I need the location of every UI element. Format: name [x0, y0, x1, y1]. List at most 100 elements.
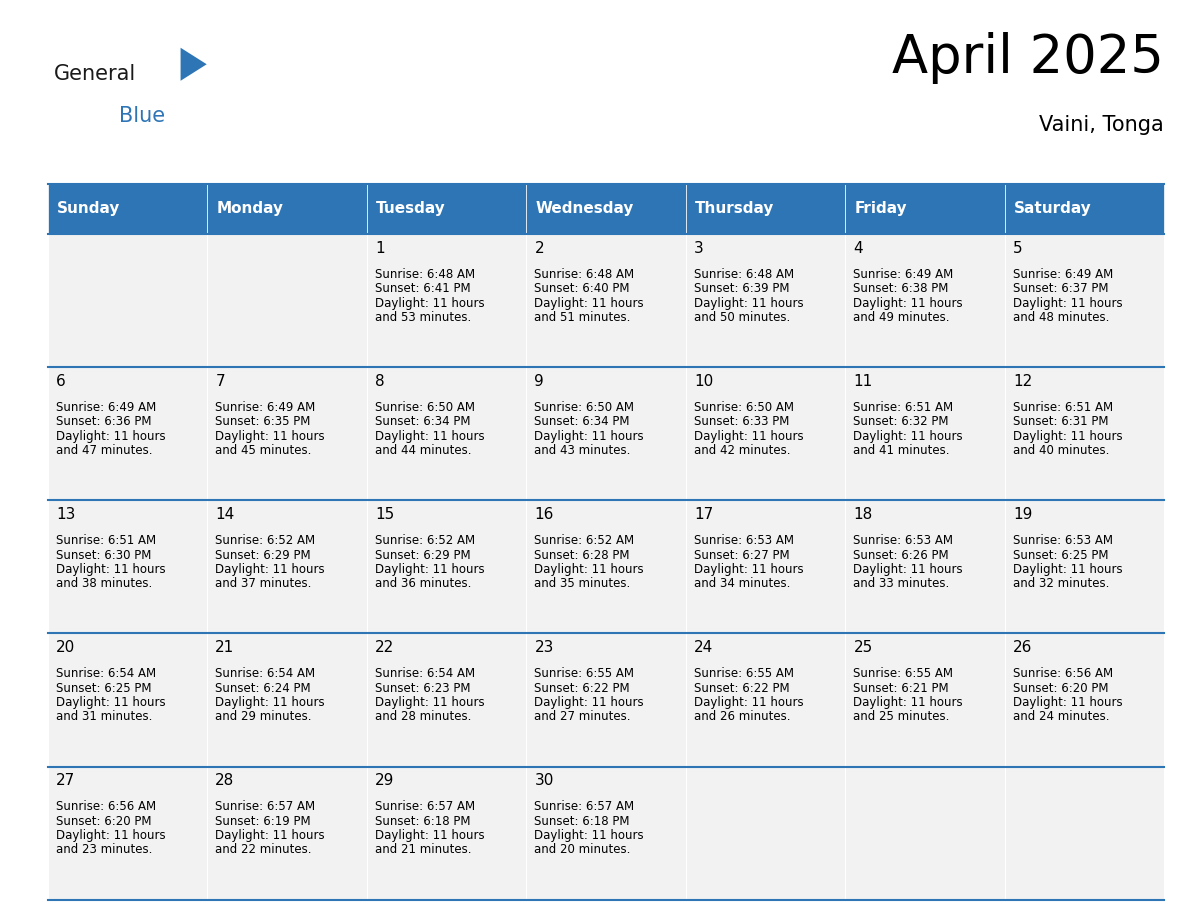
Text: Sunrise: 6:50 AM: Sunrise: 6:50 AM	[375, 401, 475, 414]
Text: Daylight: 11 hours: Daylight: 11 hours	[375, 696, 485, 709]
Text: Sunset: 6:18 PM: Sunset: 6:18 PM	[535, 815, 630, 828]
Text: Daylight: 11 hours: Daylight: 11 hours	[1013, 696, 1123, 709]
Text: Sunrise: 6:52 AM: Sunrise: 6:52 AM	[375, 534, 475, 547]
Text: Daylight: 11 hours: Daylight: 11 hours	[535, 563, 644, 576]
Text: and 42 minutes.: and 42 minutes.	[694, 444, 790, 457]
Text: Sunset: 6:28 PM: Sunset: 6:28 PM	[535, 549, 630, 562]
Text: 10: 10	[694, 374, 713, 388]
Bar	[526, 500, 685, 633]
Text: and 37 minutes.: and 37 minutes.	[215, 577, 311, 590]
Bar	[685, 767, 845, 900]
Bar	[48, 500, 207, 633]
Text: and 33 minutes.: and 33 minutes.	[853, 577, 949, 590]
Text: and 53 minutes.: and 53 minutes.	[375, 310, 472, 324]
Text: Sunrise: 6:53 AM: Sunrise: 6:53 AM	[694, 534, 794, 547]
Text: Daylight: 11 hours: Daylight: 11 hours	[375, 297, 485, 309]
Text: Daylight: 11 hours: Daylight: 11 hours	[535, 829, 644, 842]
Text: Daylight: 11 hours: Daylight: 11 hours	[56, 829, 165, 842]
Text: 18: 18	[853, 507, 873, 521]
Text: Daylight: 11 hours: Daylight: 11 hours	[535, 430, 644, 442]
Text: Sunset: 6:30 PM: Sunset: 6:30 PM	[56, 549, 151, 562]
Bar	[367, 633, 526, 767]
Text: Sunrise: 6:49 AM: Sunrise: 6:49 AM	[1013, 268, 1113, 281]
Text: 28: 28	[215, 773, 234, 788]
Text: Sunrise: 6:48 AM: Sunrise: 6:48 AM	[694, 268, 794, 281]
Text: Sunset: 6:27 PM: Sunset: 6:27 PM	[694, 549, 790, 562]
Bar	[1005, 500, 1164, 633]
Bar	[207, 234, 367, 367]
Text: Sunday: Sunday	[57, 201, 120, 217]
Text: Sunrise: 6:53 AM: Sunrise: 6:53 AM	[853, 534, 954, 547]
Text: Sunset: 6:35 PM: Sunset: 6:35 PM	[215, 415, 311, 429]
Text: and 50 minutes.: and 50 minutes.	[694, 310, 790, 324]
Bar	[845, 767, 1005, 900]
Text: Sunrise: 6:49 AM: Sunrise: 6:49 AM	[853, 268, 954, 281]
Text: and 49 minutes.: and 49 minutes.	[853, 310, 950, 324]
Bar	[1005, 184, 1164, 234]
Bar	[685, 184, 845, 234]
Text: Sunrise: 6:57 AM: Sunrise: 6:57 AM	[375, 800, 475, 813]
Text: Sunset: 6:24 PM: Sunset: 6:24 PM	[215, 681, 311, 695]
Bar	[685, 367, 845, 500]
Text: Sunrise: 6:56 AM: Sunrise: 6:56 AM	[56, 800, 156, 813]
Text: Sunrise: 6:54 AM: Sunrise: 6:54 AM	[56, 667, 156, 680]
Text: and 28 minutes.: and 28 minutes.	[375, 711, 472, 723]
Text: Daylight: 11 hours: Daylight: 11 hours	[853, 563, 963, 576]
Bar	[685, 500, 845, 633]
Bar	[367, 500, 526, 633]
Text: Sunrise: 6:56 AM: Sunrise: 6:56 AM	[1013, 667, 1113, 680]
Text: Sunset: 6:34 PM: Sunset: 6:34 PM	[535, 415, 630, 429]
Text: and 35 minutes.: and 35 minutes.	[535, 577, 631, 590]
Text: 7: 7	[215, 374, 225, 388]
Text: and 36 minutes.: and 36 minutes.	[375, 577, 472, 590]
Text: 29: 29	[375, 773, 394, 788]
Text: Daylight: 11 hours: Daylight: 11 hours	[694, 563, 803, 576]
Text: Blue: Blue	[119, 106, 165, 126]
Text: Tuesday: Tuesday	[377, 201, 446, 217]
Bar	[526, 234, 685, 367]
Text: 27: 27	[56, 773, 75, 788]
Text: Daylight: 11 hours: Daylight: 11 hours	[1013, 430, 1123, 442]
Text: Sunset: 6:25 PM: Sunset: 6:25 PM	[56, 681, 151, 695]
Text: Sunrise: 6:51 AM: Sunrise: 6:51 AM	[56, 534, 156, 547]
Bar	[1005, 633, 1164, 767]
Text: 12: 12	[1013, 374, 1032, 388]
Text: 13: 13	[56, 507, 75, 521]
Text: 15: 15	[375, 507, 394, 521]
Bar	[1005, 234, 1164, 367]
Text: 30: 30	[535, 773, 554, 788]
Text: Daylight: 11 hours: Daylight: 11 hours	[1013, 563, 1123, 576]
Text: 3: 3	[694, 241, 703, 255]
Text: Daylight: 11 hours: Daylight: 11 hours	[694, 297, 803, 309]
Text: and 51 minutes.: and 51 minutes.	[535, 310, 631, 324]
Text: and 41 minutes.: and 41 minutes.	[853, 444, 950, 457]
Text: Vaini, Tonga: Vaini, Tonga	[1040, 115, 1164, 135]
Text: Sunset: 6:37 PM: Sunset: 6:37 PM	[1013, 283, 1108, 296]
Text: 16: 16	[535, 507, 554, 521]
Text: Sunrise: 6:50 AM: Sunrise: 6:50 AM	[694, 401, 794, 414]
Text: and 21 minutes.: and 21 minutes.	[375, 843, 472, 856]
Bar	[367, 234, 526, 367]
Text: 8: 8	[375, 374, 385, 388]
Bar	[845, 500, 1005, 633]
Text: 24: 24	[694, 640, 713, 655]
Text: Sunset: 6:39 PM: Sunset: 6:39 PM	[694, 283, 790, 296]
Bar	[685, 234, 845, 367]
Text: Sunset: 6:23 PM: Sunset: 6:23 PM	[375, 681, 470, 695]
Bar	[207, 500, 367, 633]
Bar	[845, 184, 1005, 234]
Text: Friday: Friday	[854, 201, 908, 217]
Bar	[48, 633, 207, 767]
Text: and 45 minutes.: and 45 minutes.	[215, 444, 311, 457]
Text: and 47 minutes.: and 47 minutes.	[56, 444, 152, 457]
Bar	[367, 767, 526, 900]
Text: 21: 21	[215, 640, 234, 655]
Bar	[1005, 767, 1164, 900]
Bar	[48, 234, 207, 367]
Text: Sunrise: 6:55 AM: Sunrise: 6:55 AM	[694, 667, 794, 680]
Bar	[845, 633, 1005, 767]
Text: and 26 minutes.: and 26 minutes.	[694, 711, 790, 723]
Text: Sunset: 6:32 PM: Sunset: 6:32 PM	[853, 415, 949, 429]
Text: 9: 9	[535, 374, 544, 388]
Text: Wednesday: Wednesday	[536, 201, 634, 217]
